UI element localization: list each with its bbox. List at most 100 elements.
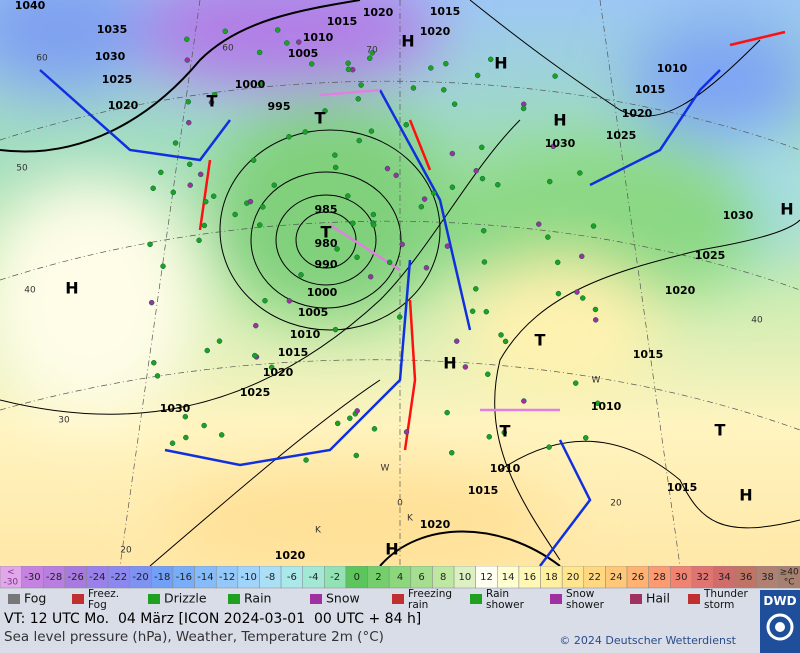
isobar-label: 1030 xyxy=(723,209,754,222)
colorbar-label: -18 xyxy=(154,572,170,583)
weather-symbol xyxy=(257,222,263,228)
pressure-center: T xyxy=(321,223,332,242)
legend-label: Drizzle xyxy=(164,591,207,606)
isobar-label: 980 xyxy=(315,237,338,250)
weather-symbol xyxy=(479,144,485,151)
weather-symbol xyxy=(399,241,405,248)
weather-symbol xyxy=(583,435,589,441)
colorbar-label: 18 xyxy=(545,572,558,583)
weather-symbol xyxy=(262,297,268,304)
isobar-label: 995 xyxy=(268,100,291,113)
pressure-center: H xyxy=(65,279,78,298)
colorbar-label: < xyxy=(7,568,15,578)
weather-symbol xyxy=(182,413,189,420)
legend-icon xyxy=(630,594,642,604)
legend-icon xyxy=(688,594,700,604)
grid-label: 60 xyxy=(36,54,48,64)
weather-symbol xyxy=(247,198,254,205)
weather-symbol xyxy=(150,185,156,192)
weather-symbol xyxy=(479,175,486,182)
weather-symbol xyxy=(418,204,425,210)
isobar-label: 1015 xyxy=(430,5,461,18)
grid-label: 20 xyxy=(120,546,132,556)
weather-symbol xyxy=(284,40,290,46)
legend-icon xyxy=(310,594,322,604)
weather-symbol xyxy=(354,254,360,261)
weather-symbol xyxy=(160,263,166,269)
isobar-label: 1010 xyxy=(290,328,321,341)
weather-symbol xyxy=(250,157,257,164)
weather-symbol xyxy=(473,168,479,174)
isobar-label: 1035 xyxy=(97,23,128,36)
weather-symbol xyxy=(393,172,399,179)
isobar-label: 1020 xyxy=(275,549,306,562)
grid-label: K xyxy=(315,526,322,536)
weather-symbol xyxy=(443,60,449,67)
weather-symbol xyxy=(483,308,490,315)
weather-symbol xyxy=(345,193,351,199)
weather-symbol xyxy=(308,61,315,67)
weather-symbol xyxy=(211,91,218,98)
isobar-label: 1040 xyxy=(15,0,46,12)
legend-label: Snow xyxy=(566,588,595,600)
weather-symbol xyxy=(186,119,192,126)
weather-symbol xyxy=(286,298,293,304)
weather-symbol xyxy=(256,49,263,56)
isobar-label: 1020 xyxy=(108,99,139,112)
colorbar-label: -24 xyxy=(89,572,105,583)
legend-label: Rain xyxy=(486,588,509,600)
logo-icon xyxy=(766,613,794,641)
pressure-center: T xyxy=(207,92,218,111)
isobar-label: 1010 xyxy=(657,62,688,75)
weather-symbol xyxy=(345,60,351,66)
weather-symbol xyxy=(186,161,193,168)
pressure-center: H xyxy=(494,54,507,73)
weather-symbol xyxy=(184,36,190,42)
grid-label: 0 xyxy=(397,499,403,509)
weather-symbol xyxy=(350,220,356,227)
weather-symbol xyxy=(332,152,338,158)
weather-symbol xyxy=(444,243,451,249)
map-labels: 1040 1035 1030 1025 1020 1015 1020 1015 1020 1010… xyxy=(15,0,794,562)
pressure-center: T xyxy=(715,421,726,440)
isobar-label: 985 xyxy=(315,203,338,216)
weather-symbol xyxy=(554,259,561,266)
isobar-label: 1030 xyxy=(545,137,576,150)
legend-icon xyxy=(8,594,20,604)
weather-symbol xyxy=(367,273,374,280)
pressure-center: T xyxy=(315,109,326,128)
legend-icon xyxy=(392,594,404,604)
legend-icon xyxy=(470,594,482,604)
colorbar-label: 24 xyxy=(610,572,623,583)
weather-symbol xyxy=(332,164,339,171)
colorbar-label: -8 xyxy=(265,572,275,583)
pressure-center: T xyxy=(500,422,511,441)
pressure-center: H xyxy=(553,111,566,130)
colorbar-label: 14 xyxy=(502,572,515,583)
isobar-label: 1025 xyxy=(695,249,726,262)
weather-symbol xyxy=(430,190,437,196)
legend-label: Freez. xyxy=(88,588,119,600)
legend-label: Fog xyxy=(24,591,46,606)
weather-symbol xyxy=(303,457,309,463)
weather-symbol xyxy=(358,82,364,88)
weather-symbol xyxy=(148,299,155,306)
weather-symbol xyxy=(577,170,583,176)
grid-label: W xyxy=(592,376,601,386)
weather-symbol xyxy=(216,338,223,344)
colorbar-label: 0 xyxy=(354,572,360,583)
graticule xyxy=(0,0,800,566)
weather-symbol xyxy=(410,85,417,91)
weather-symbol xyxy=(473,286,479,292)
colorbar-label: -6 xyxy=(287,572,297,583)
weather-symbol xyxy=(202,198,209,205)
weather-symbols xyxy=(147,27,601,463)
weather-symbol xyxy=(487,56,494,63)
colorbar-label: 4 xyxy=(397,572,403,583)
weather-symbol xyxy=(592,306,599,313)
weather-symbol xyxy=(545,234,551,240)
isobar-label: 1030 xyxy=(160,402,191,415)
colorbar-label: 32 xyxy=(696,572,709,583)
colorbar-label: 12 xyxy=(480,572,493,583)
